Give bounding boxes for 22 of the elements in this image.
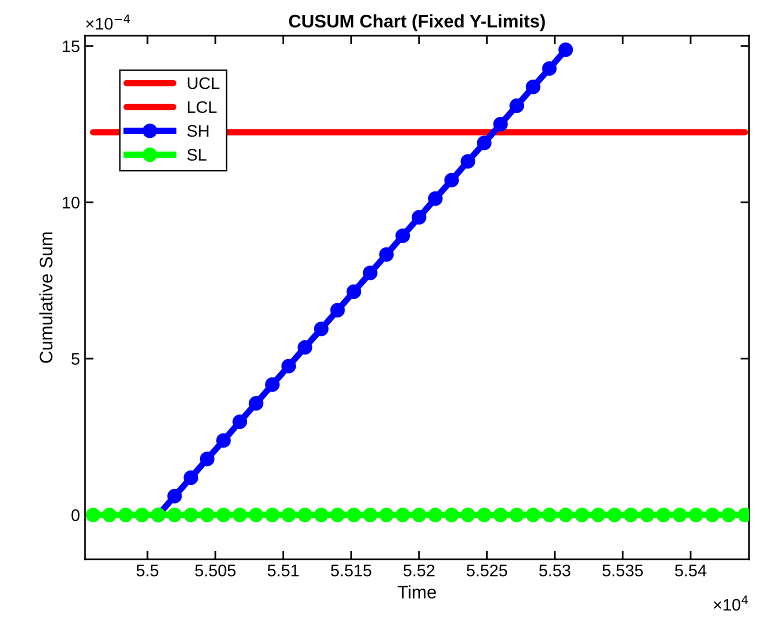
x-tick-label: 5.525 <box>466 564 508 576</box>
x-tick-label: 5.53 <box>539 564 570 576</box>
legend-label: SH <box>187 125 208 137</box>
y-tick-label: 5 <box>72 353 80 365</box>
y-tick-label: 15 <box>62 40 80 52</box>
y-tick-label: 10 <box>62 196 80 209</box>
x-axis-title: Time <box>398 585 436 599</box>
y-tick-label: 0 <box>72 509 80 522</box>
legend-label: UCL <box>188 77 220 90</box>
y-axis-title: Cumulative Sum <box>39 232 52 363</box>
legend-label: SL <box>187 148 206 161</box>
x-tick-label: 5.5 <box>136 564 158 576</box>
x-tick-label: 5.505 <box>195 564 236 576</box>
text: ×10$^{4}$ <box>714 596 748 611</box>
legend-label: LCL <box>188 101 217 113</box>
x-tick-label: 5.535 <box>602 564 643 576</box>
x-tick-label: 5.51 <box>268 564 299 576</box>
chart-title: CUSUM Chart (Fixed Y-Limits) <box>288 14 545 32</box>
x-tick-label: 5.515 <box>330 564 372 576</box>
x-tick-label: 5.54 <box>675 564 706 576</box>
x-tick-label: 5.52 <box>403 564 434 576</box>
text: ×10$^{−4}$ <box>86 14 130 30</box>
